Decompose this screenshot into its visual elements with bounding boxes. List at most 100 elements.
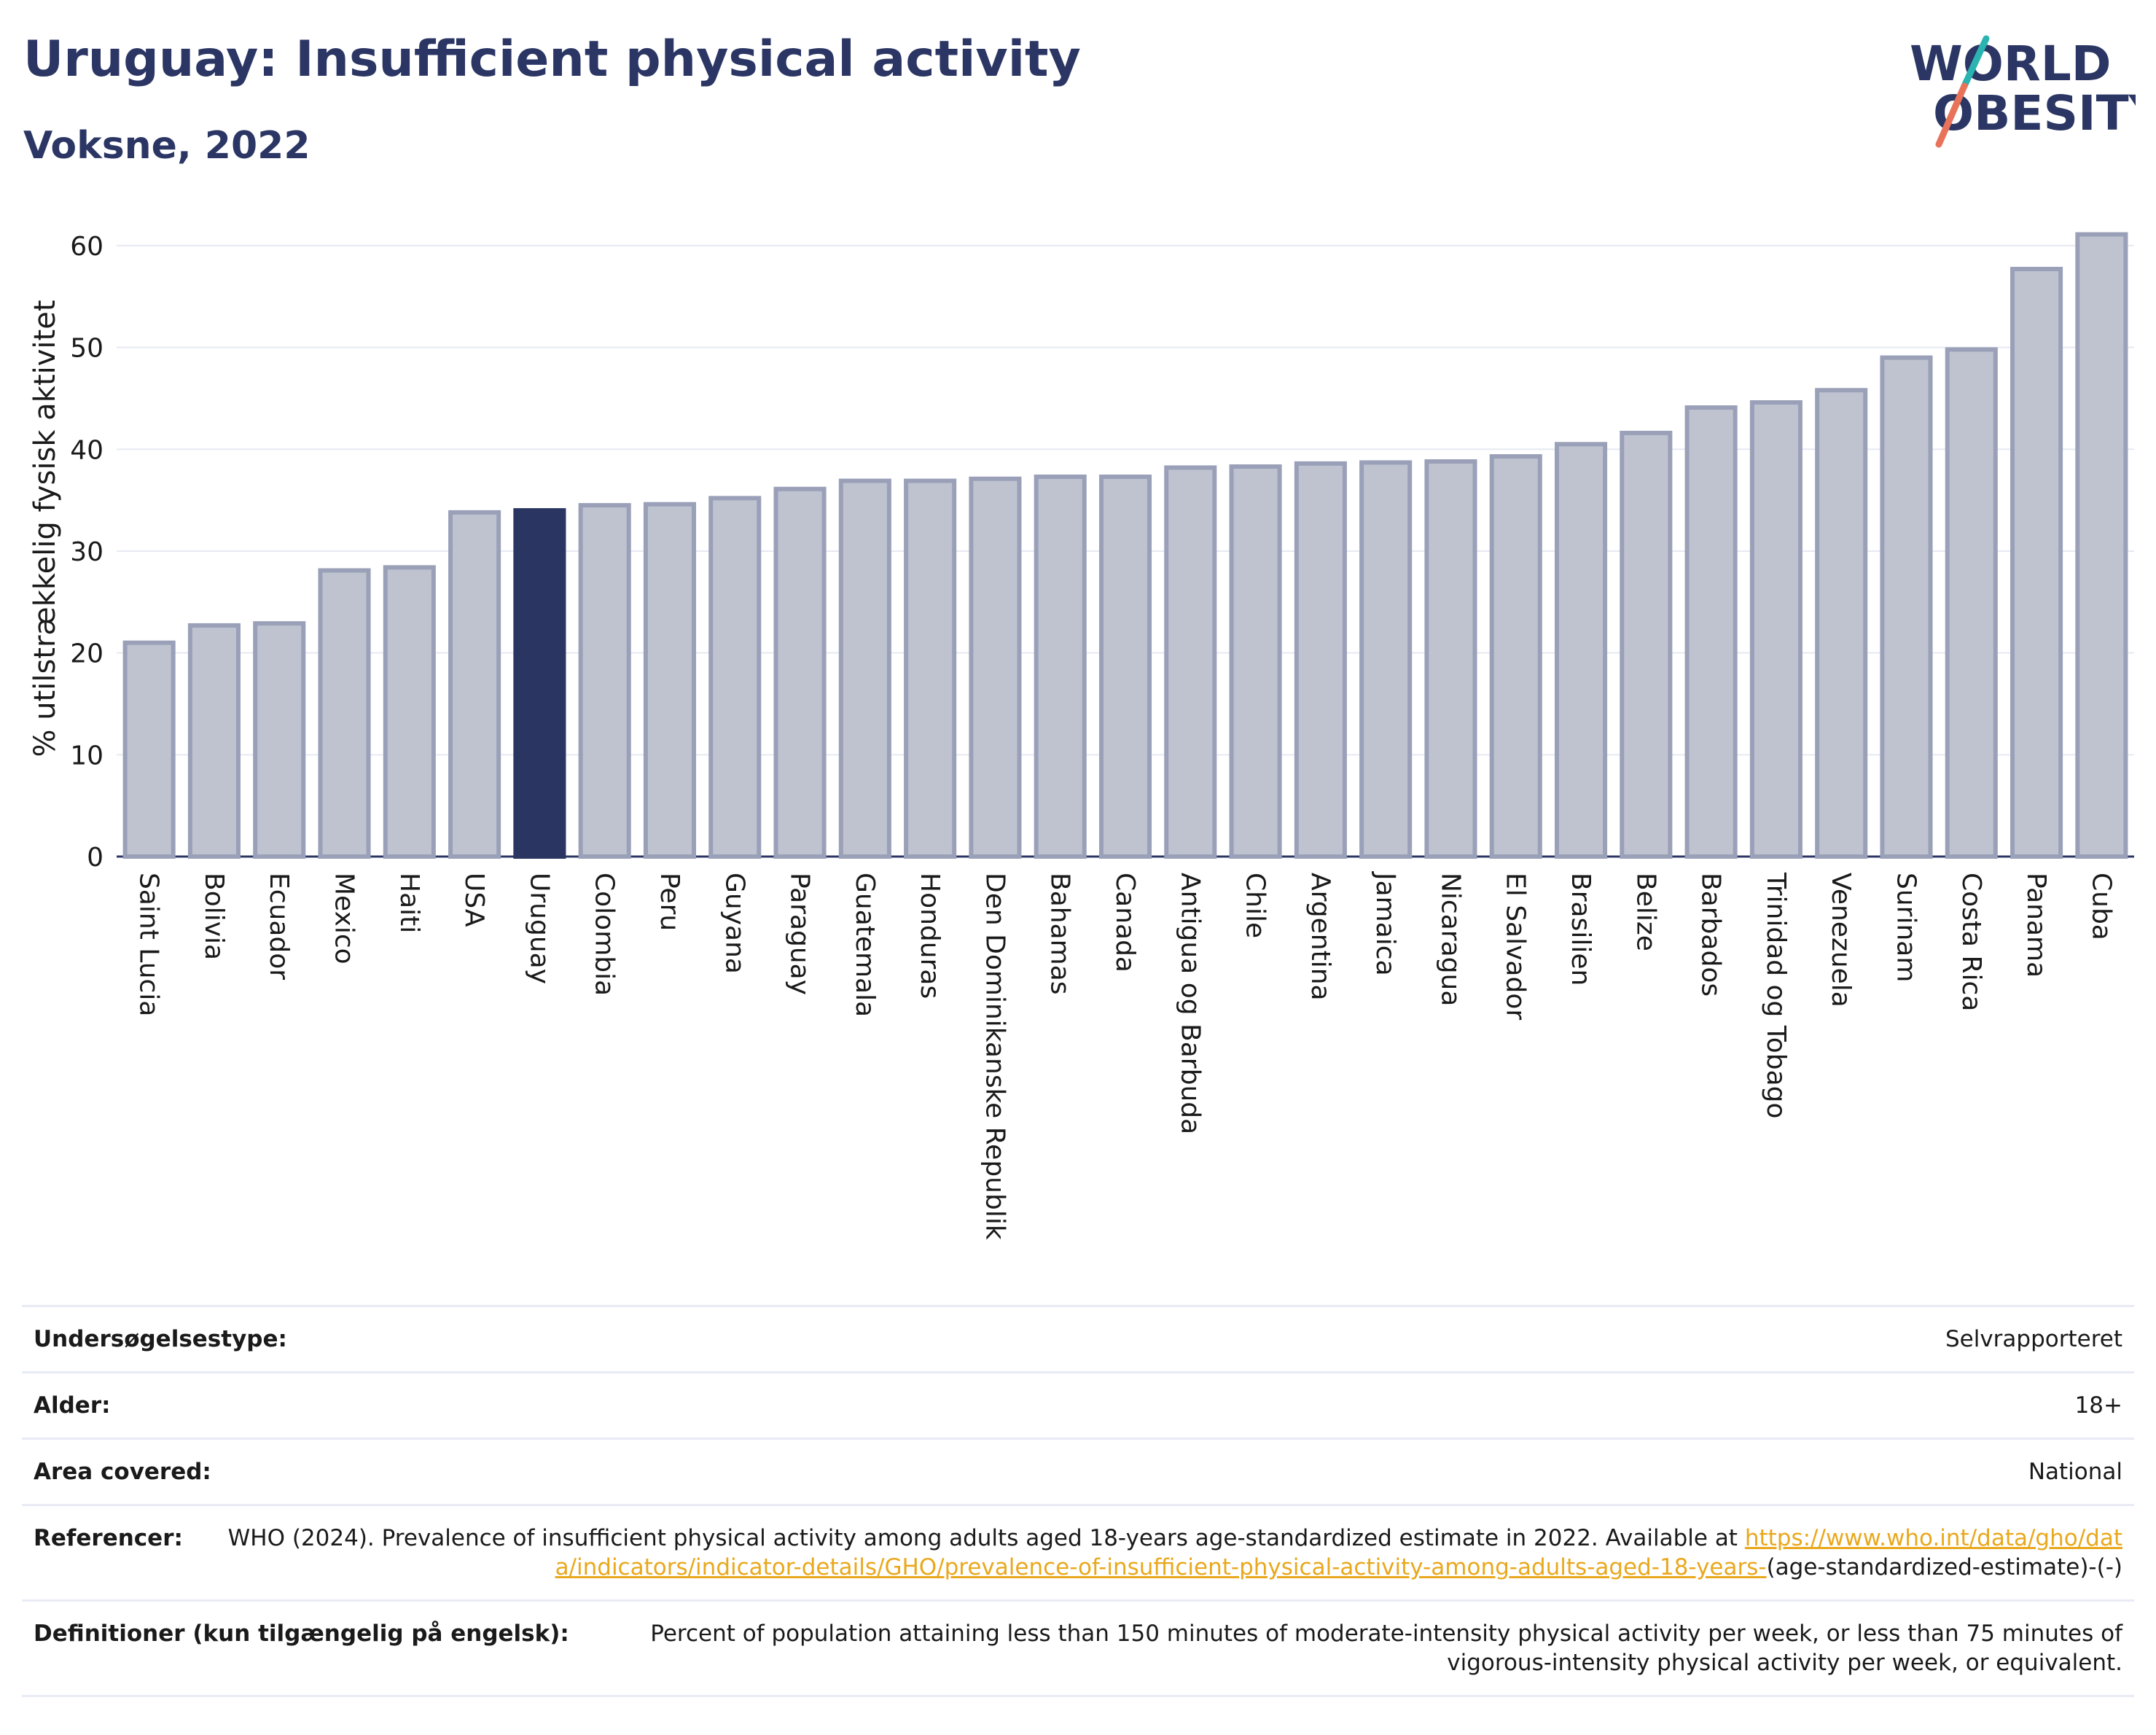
bar-belize [1620, 430, 1673, 859]
x-tick-label: USA [459, 873, 489, 927]
bar-antigua-og-barbuda [1164, 465, 1217, 859]
info-row-references: Referencer: WHO (2024). Prevalence of in… [22, 1504, 2134, 1599]
x-tick-label: Honduras [915, 873, 945, 999]
x-tick-label: Haiti [394, 873, 424, 933]
x-tick-label: Chile [1241, 873, 1270, 938]
x-tick-labels: Saint Lucia Bolivia Ecuador Mexico Haiti USA U… [134, 871, 2117, 1240]
x-tick-label: Surinam [1891, 873, 1921, 982]
x-tick-label: Panama [2021, 873, 2051, 978]
info-row-age: Alder: 18+ [22, 1371, 2134, 1438]
info-table: Undersøgelsestype: Selvrapporteret Alder… [22, 1305, 2134, 1697]
references-suffix: (age-standardized-estimate)-(-) [1766, 1554, 2122, 1580]
y-tick-labels: 0 10 20 30 40 50 60 [70, 232, 103, 873]
bar-mexico [318, 568, 371, 859]
bar-surinam [1880, 355, 1933, 859]
x-tick-label: Antigua og Barbuda [1175, 873, 1205, 1134]
x-tick-label: Guatemala [850, 873, 880, 1017]
area-label: Area covered: [34, 1459, 211, 1485]
bar-cuba [2075, 232, 2128, 859]
bar-trinidad-og-tobago [1749, 400, 1802, 859]
bar-brasilien [1554, 442, 1608, 859]
bar-costa-rica [1945, 347, 1998, 859]
x-tick-label: Canada [1110, 873, 1140, 972]
y-tick-label: 50 [70, 334, 103, 364]
bar-peru [643, 502, 697, 859]
definition-label: Definitioner (kun tilgængelig på engelsk… [34, 1621, 569, 1647]
bar-venezuela [1815, 388, 1868, 859]
info-row-area: Area covered: National [22, 1438, 2134, 1504]
bar-ecuador [253, 621, 306, 859]
bar-panama [2010, 267, 2063, 859]
logo-line1: WORLD [1910, 36, 2112, 92]
x-tick-label: Cuba [2086, 873, 2116, 940]
bar-den-dominikanske-republik [969, 476, 1022, 859]
x-tick-label: Brasilien [1566, 873, 1595, 986]
logo-slash-teal [1961, 35, 1990, 90]
y-tick-label: 20 [70, 639, 103, 669]
references-label: Referencer: [34, 1525, 183, 1551]
x-tick-label: Guyana [719, 873, 749, 974]
x-tick-label: Ecuador [264, 873, 294, 980]
bar-jamaica [1359, 460, 1413, 859]
x-tick-label: Saint Lucia [134, 873, 164, 1016]
x-tick-label: Nicaragua [1435, 873, 1465, 1006]
bar-colombia [578, 503, 631, 859]
area-value: National [2028, 1459, 2122, 1485]
chart-subtitle: Voksne, 2022 [23, 124, 310, 168]
references-link[interactable]: https://www.who.int/data/gho/data/indica… [555, 1525, 2122, 1580]
age-value: 18+ [2074, 1392, 2122, 1419]
info-row-survey: Undersøgelsestype: Selvrapporteret [22, 1305, 2134, 1371]
bar-haiti [383, 565, 436, 859]
x-tick-label: Barbados [1696, 873, 1726, 997]
x-tick-label: Mexico [329, 873, 359, 964]
x-tick-label: Belize [1630, 873, 1660, 951]
survey-label: Undersøgelsestype: [34, 1326, 287, 1352]
bar-guyana [708, 496, 762, 859]
x-tick-label: Venezuela [1826, 873, 1856, 1007]
x-tick-label: Den Dominikanske Republik [980, 873, 1009, 1240]
x-tick-label: Trinidad og Tobago [1761, 872, 1791, 1119]
y-tick-label: 60 [70, 232, 103, 262]
world-obesity-logo: WORLD OBESITY [1910, 35, 2136, 148]
bar-chart: 0 10 20 30 40 50 60 Saint Lucia Bolivia Ecuador M… [28, 232, 2134, 1240]
chart-title: Uruguay: Insufficient physical activity [23, 31, 1081, 88]
bar-canada [1098, 474, 1152, 859]
bar-paraguay [773, 486, 827, 859]
bar-saint-lucia [122, 640, 176, 859]
x-tick-label: El Salvador [1501, 873, 1531, 1020]
x-tick-label: Argentina [1305, 873, 1335, 1001]
logo-slash-coral [1935, 82, 1968, 148]
bar-argentina [1294, 461, 1347, 859]
bar-chile [1229, 464, 1282, 859]
age-label: Alder: [34, 1392, 111, 1419]
bars [122, 232, 2128, 859]
bar-bolivia [187, 623, 241, 859]
x-tick-label: Paraguay [785, 873, 815, 995]
y-tick-label: 0 [87, 843, 103, 873]
x-tick-label: Bolivia [199, 873, 229, 960]
x-tick-label: Uruguay [524, 873, 554, 984]
bar-honduras [904, 478, 957, 859]
survey-value: Selvrapporteret [1945, 1326, 2122, 1352]
bar-guatemala [838, 478, 891, 859]
y-tick-label: 30 [70, 537, 103, 567]
x-tick-label: Bahamas [1045, 873, 1075, 995]
x-tick-label: Costa Rica [1956, 873, 1986, 1011]
x-tick-label: Colombia [590, 873, 620, 996]
references-text: WHO (2024). Prevalence of insufficient p… [227, 1525, 1738, 1551]
definition-value: Percent of population attaining less tha… [650, 1621, 2122, 1676]
y-tick-label: 40 [70, 435, 103, 465]
bar-barbados [1684, 405, 1738, 859]
y-tick-label: 10 [70, 741, 103, 771]
logo-line2: OBESITY [1933, 85, 2136, 141]
x-tick-label: Jamaica [1370, 871, 1400, 976]
bar-usa [448, 510, 501, 859]
references-value: WHO (2024). Prevalence of insufficient p… [212, 1524, 2122, 1582]
x-tick-label: Peru [655, 873, 684, 931]
info-row-definition: Definitioner (kun tilgængelig på engelsk… [22, 1599, 2134, 1697]
bar-bahamas [1034, 474, 1087, 859]
y-axis-label: % utilstrækkelig fysisk aktivitet [28, 300, 62, 757]
bar-nicaragua [1424, 459, 1477, 859]
bar-el-salvador [1489, 454, 1542, 859]
bar-uruguay [513, 508, 566, 859]
